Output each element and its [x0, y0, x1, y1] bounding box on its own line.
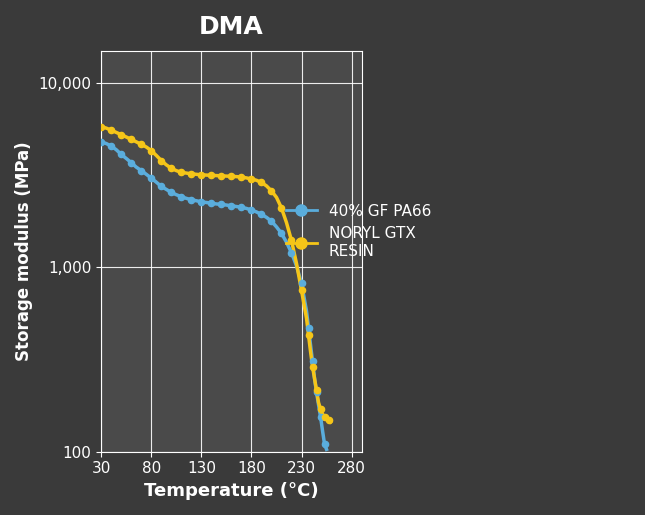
Point	[106, 142, 117, 150]
Point	[303, 331, 313, 339]
Point	[323, 416, 333, 424]
Point	[96, 123, 106, 131]
Point	[296, 279, 306, 287]
Point	[136, 166, 146, 175]
Point	[315, 413, 326, 421]
Point	[276, 204, 286, 212]
Point	[206, 199, 217, 208]
Legend: 40% GF PA66, NORYL GTX
RESIN: 40% GF PA66, NORYL GTX RESIN	[280, 198, 437, 265]
Point	[186, 196, 197, 204]
Point	[246, 206, 257, 214]
Point	[312, 386, 322, 394]
Point	[196, 170, 206, 179]
Title: DMA: DMA	[199, 15, 264, 39]
Point	[146, 174, 157, 182]
Point	[303, 324, 313, 332]
Point	[166, 164, 177, 173]
Point	[206, 171, 217, 179]
Point	[312, 388, 322, 397]
Point	[266, 187, 277, 195]
Point	[196, 198, 206, 206]
Point	[226, 202, 237, 210]
Point	[266, 217, 277, 226]
Point	[156, 157, 166, 165]
Point	[176, 193, 186, 201]
Point	[106, 126, 117, 134]
Point	[315, 405, 326, 414]
Point	[236, 173, 246, 181]
Point	[126, 159, 137, 167]
Point	[308, 363, 318, 371]
Point	[146, 147, 157, 155]
Point	[286, 236, 297, 245]
Point	[319, 440, 330, 448]
Point	[116, 131, 126, 139]
Point	[276, 229, 286, 237]
Point	[176, 168, 186, 177]
Point	[226, 172, 237, 180]
Point	[256, 210, 266, 218]
Point	[256, 178, 266, 186]
Point	[116, 150, 126, 159]
Point	[308, 357, 318, 365]
Point	[156, 182, 166, 191]
Point	[126, 135, 137, 144]
Point	[216, 171, 226, 180]
Point	[296, 286, 306, 295]
Point	[246, 175, 257, 183]
Point	[319, 413, 330, 421]
Point	[186, 170, 197, 178]
Point	[216, 200, 226, 209]
Point	[236, 203, 246, 211]
Y-axis label: Storage modulus (MPa): Storage modulus (MPa)	[15, 142, 33, 361]
X-axis label: Temperature (°C): Temperature (°C)	[144, 482, 319, 500]
Point	[166, 188, 177, 197]
Point	[136, 140, 146, 148]
Point	[286, 249, 297, 257]
Point	[96, 138, 106, 146]
